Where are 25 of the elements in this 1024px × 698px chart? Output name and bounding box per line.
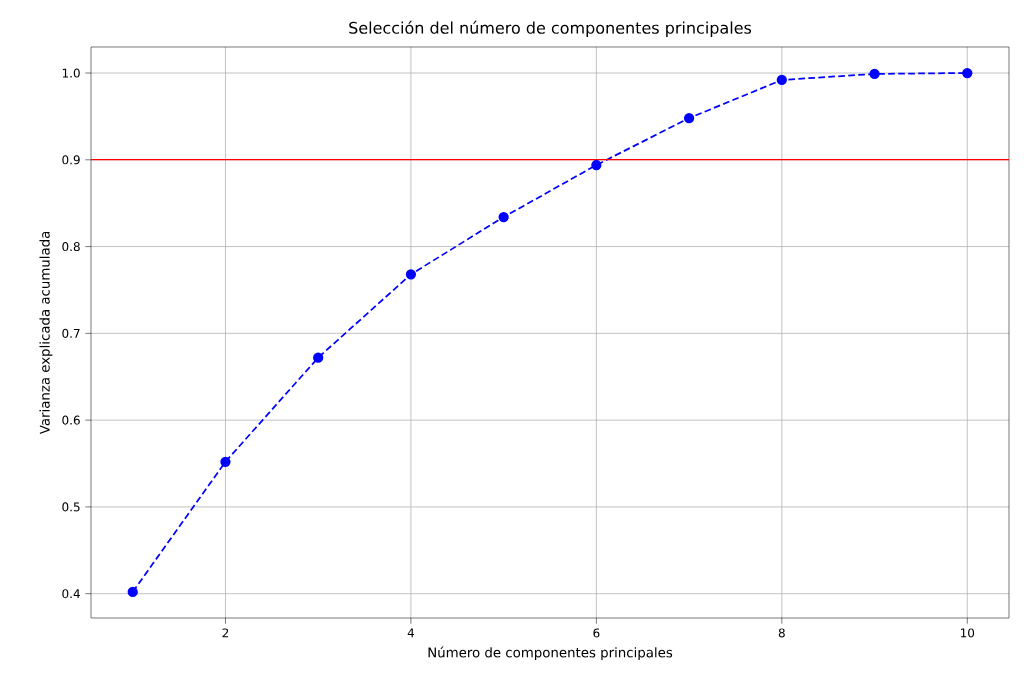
x-tick-label: 4 bbox=[407, 628, 415, 638]
x-axis-title: Número de componentes principales bbox=[428, 646, 673, 661]
point bbox=[313, 352, 324, 363]
y-tick-label: 0.4 bbox=[62, 589, 80, 599]
y-tick-label: 0.5 bbox=[62, 502, 80, 512]
y-axis-title: Varianza explicada acumulada bbox=[39, 231, 53, 435]
point bbox=[405, 269, 417, 280]
y-tick-label: 1.0 bbox=[62, 68, 80, 78]
point bbox=[127, 586, 138, 598]
chart-title: Selección del número de componentes principales bbox=[349, 20, 752, 37]
y-tick-label: 0.9 bbox=[62, 155, 80, 165]
y-tick-label: 0.7 bbox=[62, 328, 80, 338]
x-tick-label: 2 bbox=[222, 628, 229, 638]
y-tick-label: 0.6 bbox=[62, 415, 80, 425]
x-tick-label: 6 bbox=[593, 628, 600, 638]
point bbox=[683, 113, 695, 124]
y-tick-label: 0.8 bbox=[62, 242, 80, 252]
point bbox=[498, 211, 509, 223]
point bbox=[962, 67, 973, 79]
point bbox=[220, 456, 231, 467]
x-tick-label: 8 bbox=[778, 628, 785, 638]
x-tick-label: 10 bbox=[960, 628, 975, 638]
point bbox=[869, 68, 880, 80]
point bbox=[776, 74, 787, 86]
point bbox=[591, 159, 602, 171]
